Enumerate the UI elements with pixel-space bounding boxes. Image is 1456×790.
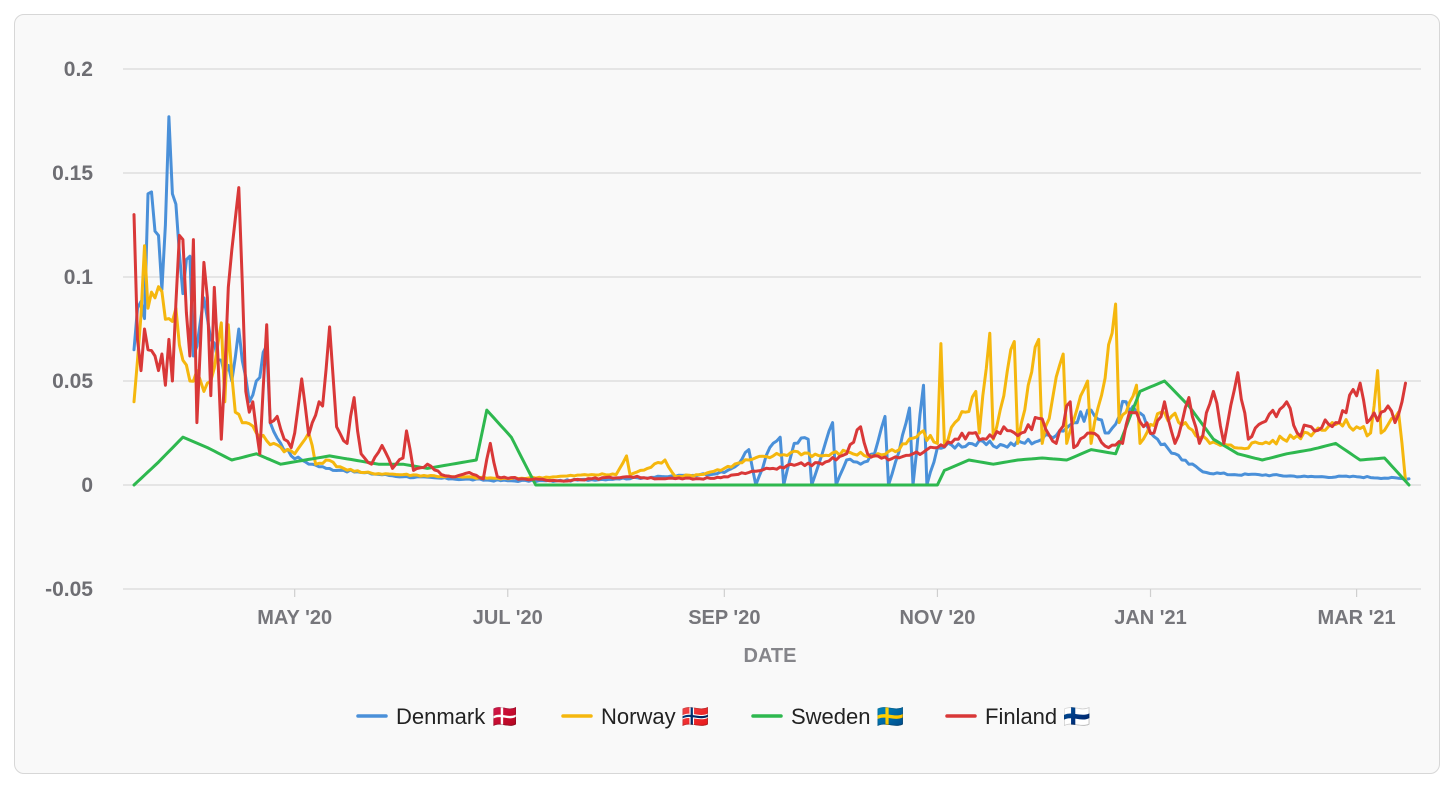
legend-label-sweden[interactable]: Sweden 🇸🇪 xyxy=(791,704,904,729)
y-tick-label: 0.2 xyxy=(64,58,93,81)
x-tick-label: NOV '20 xyxy=(899,607,975,629)
y-axis-ticks: 0.2 0.15 0.1 0.05 0 -0.05 xyxy=(45,58,93,601)
x-tick-label: MAY '20 xyxy=(257,607,332,629)
series-line-denmark xyxy=(132,115,1411,487)
legend-label-norway[interactable]: Norway 🇳🇴 xyxy=(601,704,709,729)
gridlines xyxy=(123,68,1421,590)
x-tick-label: MAR '21 xyxy=(1318,607,1396,629)
legend-label-finland[interactable]: Finland 🇫🇮 xyxy=(985,704,1091,729)
x-axis-title: DATE xyxy=(744,645,797,667)
series-line-finland xyxy=(132,186,1407,483)
legend-label-denmark[interactable]: Denmark 🇩🇰 xyxy=(396,704,519,729)
y-tick-label: 0.05 xyxy=(52,370,93,393)
y-tick-label: -0.05 xyxy=(45,578,93,601)
x-tick-label: SEP '20 xyxy=(688,607,760,629)
x-tick-label: JAN '21 xyxy=(1114,607,1187,629)
series-line-norway xyxy=(132,244,1407,483)
y-tick-label: 0.1 xyxy=(64,266,94,289)
y-tick-label: 0 xyxy=(81,474,93,497)
y-tick-label: 0.15 xyxy=(52,162,93,185)
series-line-sweden xyxy=(132,379,1411,487)
legend: Denmark 🇩🇰 Norway 🇳🇴 Sweden 🇸🇪 Finland 🇫🇮 xyxy=(356,704,1091,729)
series-lines xyxy=(132,115,1411,487)
x-tick-label: JUL '20 xyxy=(473,607,543,629)
x-axis-ticks: MAY '20 JUL '20 SEP '20 NOV '20 JAN '21 MAR '… xyxy=(257,589,1396,629)
